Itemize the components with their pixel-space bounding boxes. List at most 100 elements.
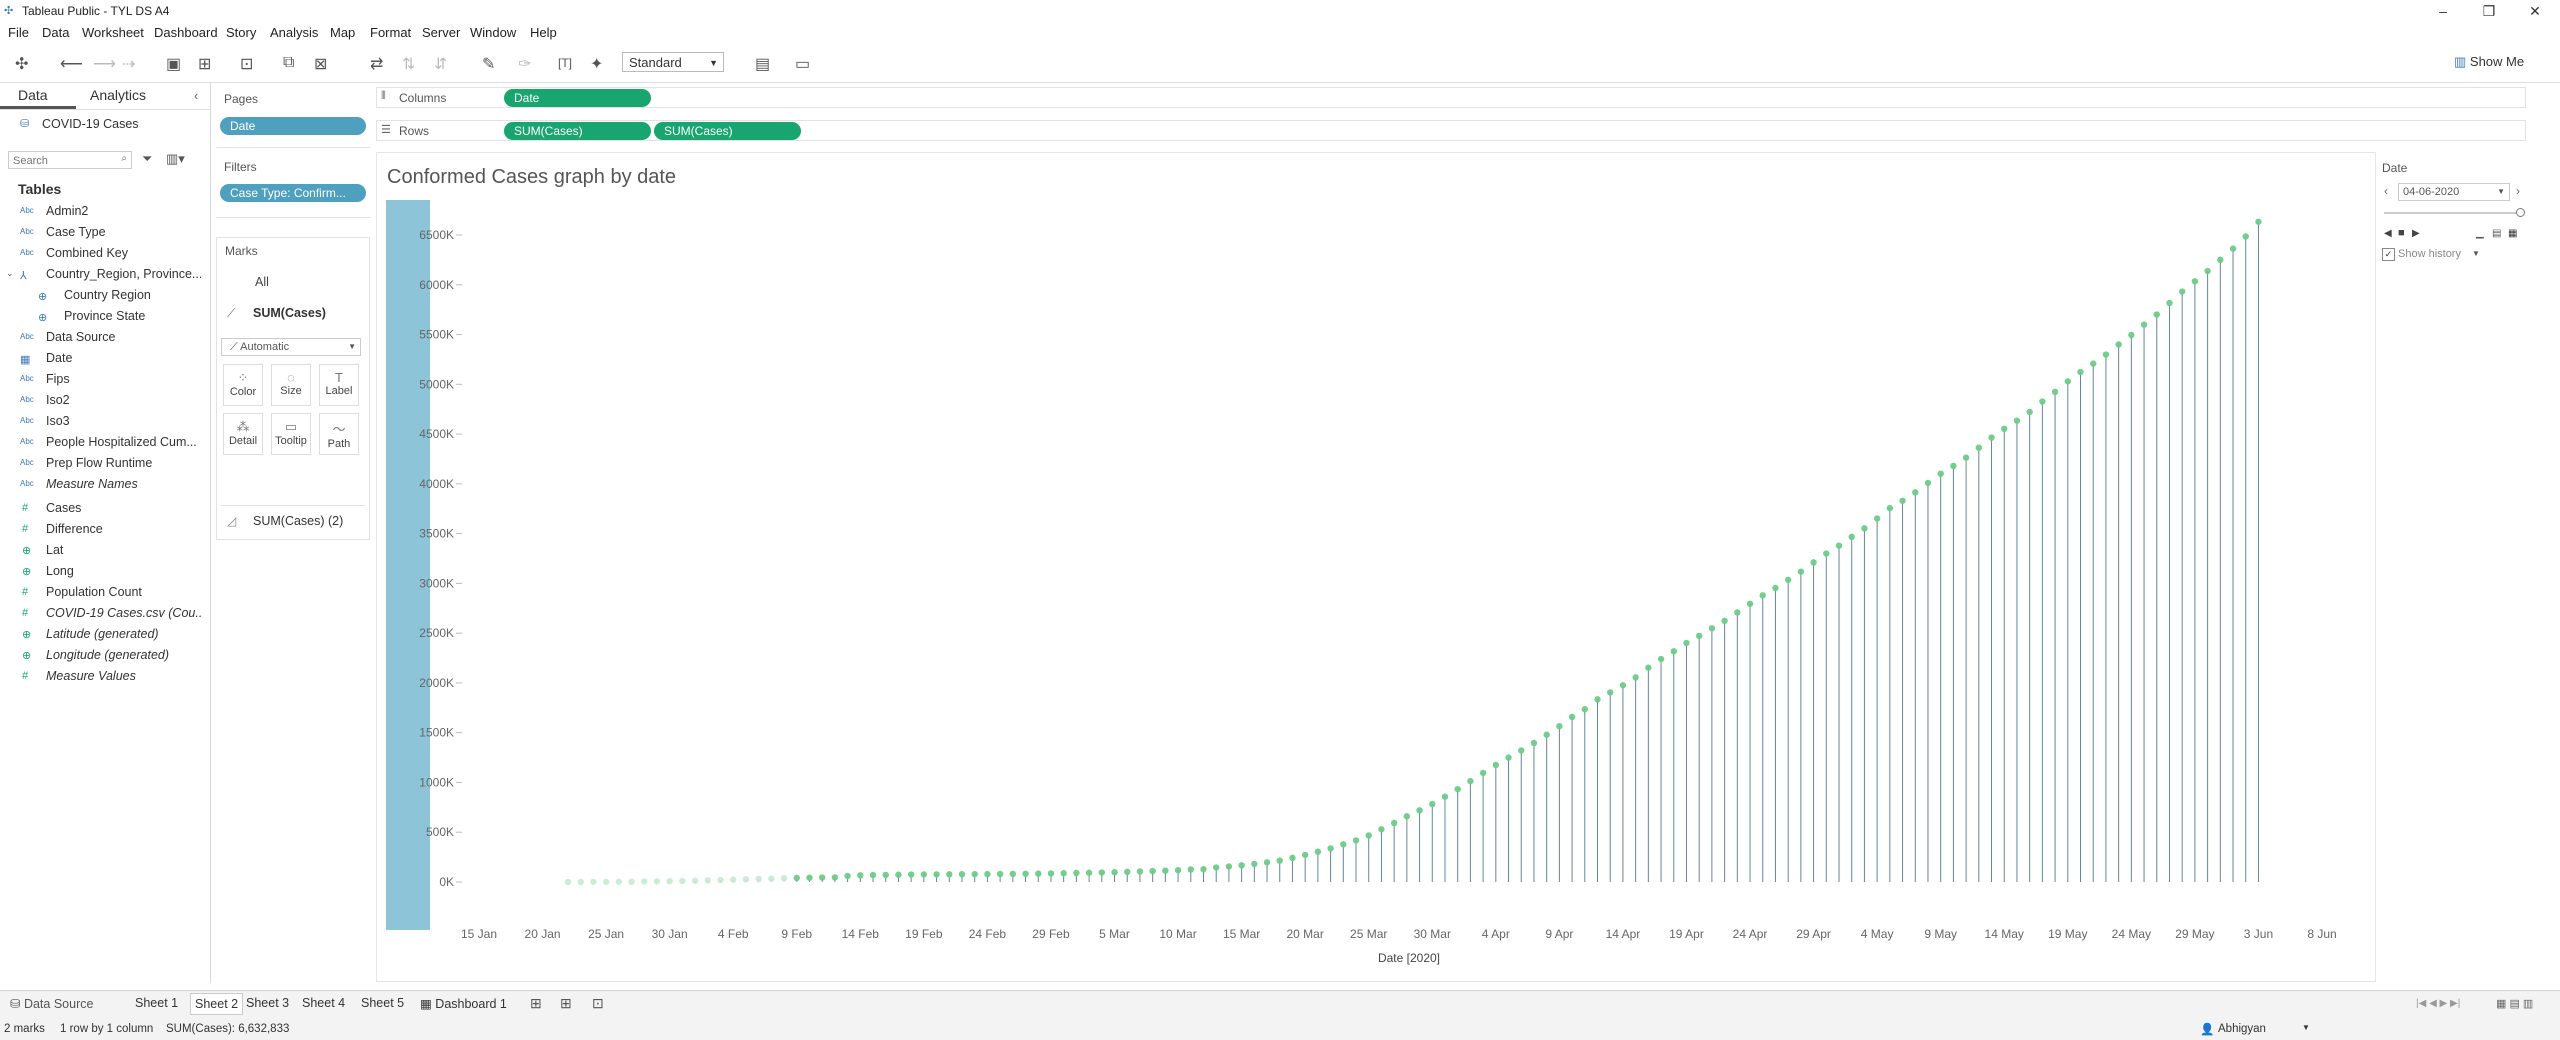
group-icon[interactable]: ✑ bbox=[518, 56, 532, 73]
pages-pill[interactable]: Date bbox=[220, 117, 366, 135]
page-date-select[interactable]: 04-06-2020 ▼ bbox=[2398, 183, 2510, 201]
speed-slow-icon[interactable]: ▁ bbox=[2476, 228, 2484, 239]
filter-pill[interactable]: Case Type: Confirm... bbox=[220, 184, 366, 202]
next-page-icon[interactable]: › bbox=[2516, 184, 2520, 198]
field-item[interactable]: Admin2 bbox=[46, 204, 89, 218]
pin-icon[interactable]: ✦ bbox=[590, 56, 604, 73]
menu-help[interactable]: Help bbox=[530, 25, 557, 40]
sheet-tab[interactable]: Sheet 1 bbox=[135, 996, 178, 1010]
redo-icon[interactable]: ⟶ bbox=[93, 56, 116, 73]
page-slider-handle[interactable] bbox=[2516, 208, 2525, 217]
sheet-tab[interactable]: Sheet 2 bbox=[190, 993, 244, 1015]
fit-mode-select[interactable]: Standard ▼ bbox=[622, 52, 724, 72]
rows-pill-1[interactable]: SUM(Cases) bbox=[504, 122, 651, 140]
show-history-checkbox[interactable]: ✓ bbox=[2382, 248, 2395, 261]
field-item[interactable]: Longitude (generated) bbox=[46, 648, 170, 662]
field-item[interactable]: Date bbox=[46, 351, 73, 365]
sheet-tab[interactable]: Sheet 5 bbox=[361, 996, 404, 1010]
play-forward-icon[interactable]: ▶ bbox=[2412, 228, 2420, 239]
sheet-tab[interactable]: Sheet 4 bbox=[302, 996, 345, 1010]
chevron-down-icon[interactable]: ⌄ bbox=[6, 268, 14, 278]
user-name[interactable]: Abhigyan bbox=[2218, 1023, 2266, 1035]
save-icon[interactable]: ▣ bbox=[166, 56, 182, 73]
menu-data[interactable]: Data bbox=[42, 25, 70, 40]
presentation-icon[interactable]: ▭ bbox=[795, 56, 811, 73]
menu-file[interactable]: File bbox=[8, 25, 29, 40]
show-cards-icon[interactable]: ▤ bbox=[755, 56, 771, 73]
field-item[interactable]: Case Type bbox=[46, 225, 106, 239]
search-field[interactable]: ⌕ bbox=[8, 151, 132, 169]
path-button[interactable]: 〜 Path bbox=[319, 413, 359, 455]
field-item[interactable]: People Hospitalized Cum... bbox=[46, 435, 197, 449]
detail-button[interactable]: ⁂ Detail bbox=[223, 413, 263, 455]
view-options-icon[interactable]: ▥▾ bbox=[166, 151, 185, 166]
size-button[interactable]: ◌ Size bbox=[271, 364, 311, 406]
label-button[interactable]: T Label bbox=[319, 364, 359, 406]
chevron-down-icon[interactable]: ▼ bbox=[2302, 1023, 2310, 1032]
new-sheet-icon[interactable]: ⊞ bbox=[530, 995, 542, 1011]
field-item[interactable]: Country_Region, Province... bbox=[46, 267, 201, 281]
field-item[interactable]: Combined Key bbox=[46, 246, 128, 260]
duplicate-icon[interactable]: ⧉ bbox=[283, 54, 295, 71]
show-labels-icon[interactable]: [T] bbox=[558, 56, 572, 70]
chevron-down-icon[interactable]: ▼ bbox=[2472, 249, 2480, 258]
restore-icon[interactable]: ❐ bbox=[2482, 3, 2496, 19]
field-item[interactable]: Latitude (generated) bbox=[46, 627, 159, 641]
menu-server[interactable]: Server bbox=[422, 25, 461, 40]
field-item[interactable]: Prep Flow Runtime bbox=[46, 456, 153, 470]
field-item[interactable]: Measure Names bbox=[46, 477, 138, 491]
tableau-logo-icon[interactable]: ✣ bbox=[15, 56, 29, 73]
field-item[interactable]: Data Source bbox=[46, 330, 116, 344]
mark-type-select[interactable]: ⟋ Automatic ▼ bbox=[221, 338, 361, 356]
field-item[interactable]: Iso2 bbox=[46, 393, 70, 407]
show-me-button[interactable]: ▥ Show Me bbox=[2454, 54, 2524, 70]
sheet-tab[interactable]: Sheet 3 bbox=[246, 996, 289, 1010]
tooltip-button[interactable]: ▭ Tooltip bbox=[271, 413, 311, 455]
datasource-name[interactable]: COVID-19 Cases bbox=[42, 117, 139, 131]
search-input[interactable] bbox=[13, 154, 113, 168]
page-slider-track[interactable] bbox=[2384, 212, 2524, 214]
speed-medium-icon[interactable]: ▤ bbox=[2492, 228, 2502, 239]
highlight-icon[interactable]: ✎ bbox=[482, 56, 496, 73]
field-item[interactable]: Long bbox=[46, 564, 74, 578]
sort-desc-icon[interactable]: ⇵ bbox=[434, 56, 448, 73]
collapse-pane-icon[interactable]: ‹ bbox=[194, 88, 199, 103]
field-item[interactable]: Measure Values bbox=[46, 669, 136, 683]
menu-format[interactable]: Format bbox=[370, 25, 412, 40]
new-dashboard-icon[interactable]: ⊞ bbox=[560, 995, 572, 1011]
replay-icon[interactable]: ⇢ bbox=[122, 56, 136, 73]
field-item[interactable]: Lat bbox=[46, 543, 64, 557]
color-button[interactable]: ⁘ Color bbox=[223, 364, 263, 406]
field-item[interactable]: Difference bbox=[46, 522, 103, 536]
filter-icon[interactable]: ⏷ bbox=[142, 151, 153, 166]
menu-dashboard[interactable]: Dashboard bbox=[154, 25, 218, 40]
minimize-icon[interactable]: – bbox=[2439, 3, 2447, 19]
prev-page-icon[interactable]: ‹ bbox=[2384, 184, 2388, 198]
menu-worksheet[interactable]: Worksheet bbox=[82, 25, 144, 40]
sort-asc-icon[interactable]: ⇅ bbox=[402, 56, 416, 73]
marks-sum-cases-tab[interactable]: SUM(Cases) bbox=[253, 306, 326, 320]
field-item[interactable]: Iso3 bbox=[46, 414, 70, 428]
new-datasource-icon[interactable]: ⊞ bbox=[198, 56, 212, 73]
field-item[interactable]: Fips bbox=[46, 372, 70, 386]
sheet-tab[interactable]: ⛁ Data Source bbox=[10, 996, 93, 1011]
menu-story[interactable]: Story bbox=[226, 25, 257, 40]
tab-data[interactable]: Data bbox=[18, 87, 48, 103]
menu-analysis[interactable]: Analysis bbox=[270, 25, 319, 40]
field-item[interactable]: Cases bbox=[46, 501, 82, 515]
tab-analytics[interactable]: Analytics bbox=[90, 87, 147, 103]
rows-pill-2[interactable]: SUM(Cases) bbox=[654, 122, 801, 140]
field-item[interactable]: COVID-19 Cases.csv (Cou... bbox=[46, 606, 201, 620]
marks-sum-cases-2-tab[interactable]: SUM(Cases) (2) bbox=[253, 514, 344, 528]
field-item[interactable]: Country Region bbox=[64, 288, 151, 302]
clear-sheet-icon[interactable]: ⊠ bbox=[314, 56, 328, 73]
new-worksheet-icon[interactable]: ⊡ bbox=[240, 56, 254, 73]
stop-icon[interactable]: ■ bbox=[2398, 227, 2405, 239]
sheet-tab[interactable]: ▦ Dashboard 1 bbox=[420, 996, 507, 1011]
show-history-label[interactable]: Show history bbox=[2398, 248, 2461, 260]
swap-icon[interactable]: ⇄ bbox=[370, 56, 384, 73]
close-icon[interactable]: ✕ bbox=[2529, 3, 2541, 19]
speed-fast-icon[interactable]: ▦ bbox=[2508, 228, 2518, 239]
new-story-icon[interactable]: ⊡ bbox=[592, 995, 604, 1011]
menu-map[interactable]: Map bbox=[330, 25, 356, 40]
